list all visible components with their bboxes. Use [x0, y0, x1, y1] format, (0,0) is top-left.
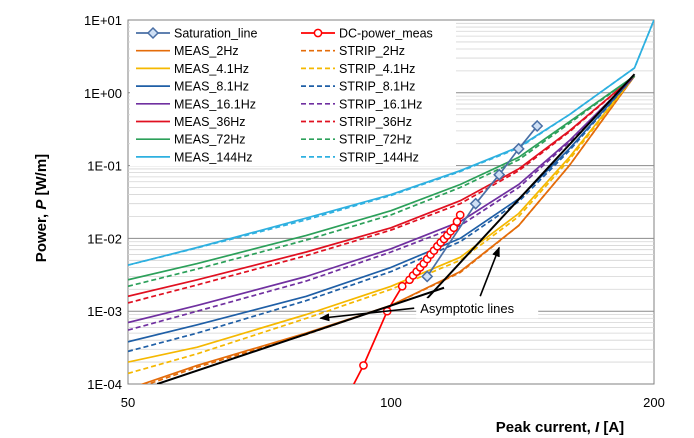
legend-entry-saturation-line: Saturation_line — [136, 27, 257, 41]
series-strip-2hz — [145, 75, 636, 384]
legend-entry-meas-144hz: MEAS_144Hz — [136, 150, 253, 164]
data-point — [313, 28, 323, 38]
series-line — [128, 75, 635, 288]
data-point — [455, 210, 465, 220]
x-tick-label: 100 — [380, 395, 402, 410]
legend-label: STRIP_36Hz — [339, 115, 412, 129]
data-point — [146, 26, 160, 40]
data-point — [512, 142, 525, 155]
series-strip-144hz — [128, 20, 654, 266]
legend-label: STRIP_144Hz — [339, 150, 419, 164]
legend-entry-strip-8-1hz: STRIP_8.1Hz — [301, 80, 415, 94]
series-line — [128, 75, 636, 324]
series-strip-36hz — [128, 75, 636, 304]
data-point — [421, 270, 434, 283]
series-strip-16-1hz — [128, 75, 636, 331]
legend-label: MEAS_8.1Hz — [174, 80, 249, 94]
legend-entry-meas-72hz: MEAS_72Hz — [136, 133, 246, 147]
legend-label: Saturation_line — [174, 27, 257, 41]
series-line — [128, 75, 635, 281]
y-tick-label: 1E+01 — [84, 13, 122, 28]
y-tick-label: 1E+00 — [84, 86, 122, 101]
legend-entry-meas-16-1hz: MEAS_16.1Hz — [136, 97, 256, 111]
series-line — [128, 75, 636, 343]
series-line — [128, 75, 636, 298]
annotation-arrow — [319, 307, 415, 322]
x-axis-ticks: 50 100 200 — [121, 395, 665, 410]
legend-label: STRIP_2Hz — [339, 44, 405, 58]
legend-label: MEAS_2Hz — [174, 44, 239, 58]
y-tick-label: 1E-03 — [87, 304, 122, 319]
y-tick-label: 1E-02 — [87, 231, 122, 246]
legend-label: MEAS_72Hz — [174, 133, 246, 147]
series-meas-16-1hz — [128, 75, 636, 324]
legend-entry-strip-4-1hz: STRIP_4.1Hz — [301, 62, 415, 76]
legend-label: MEAS_36Hz — [174, 115, 246, 129]
legend-label: MEAS_16.1Hz — [174, 97, 256, 111]
series-line — [145, 75, 636, 384]
legend-entry-dc-power-meas: DC-power_meas — [301, 27, 433, 41]
data-point — [339, 402, 346, 409]
annotation-label: Asymptotic lines — [420, 301, 514, 316]
series-line — [128, 75, 636, 363]
y-axis-title: Power, P [W/m] — [33, 154, 50, 262]
series-meas-36hz — [128, 75, 636, 298]
annotation-arrow — [479, 246, 500, 297]
legend-entry-strip-36hz: STRIP_36Hz — [301, 115, 412, 129]
legend-entry-strip-144hz: STRIP_144Hz — [301, 150, 419, 164]
series-strip-72hz — [128, 75, 635, 288]
series-line — [128, 75, 636, 304]
legend-entry-meas-4-1hz: MEAS_4.1Hz — [136, 62, 249, 76]
series-meas-8-1hz — [128, 75, 636, 343]
y-tick-label: 1E-01 — [87, 159, 122, 174]
x-tick-label: 50 — [121, 395, 135, 410]
data-point — [452, 217, 462, 226]
asymptote-line — [426, 73, 636, 300]
x-tick-label: 200 — [643, 395, 665, 410]
asymptote-annotation: Asymptotic lines — [319, 246, 539, 322]
legend-label: MEAS_144Hz — [174, 150, 253, 164]
legend-entry-meas-2hz: MEAS_2Hz — [136, 44, 239, 58]
data-point — [359, 361, 368, 370]
series-lines — [128, 20, 654, 409]
data-point — [493, 168, 506, 181]
series-saturation-line — [421, 119, 544, 283]
legend-entry-strip-16-1hz: STRIP_16.1Hz — [301, 97, 422, 111]
asymptote-line — [156, 286, 445, 384]
legend-label: STRIP_16.1Hz — [339, 97, 422, 111]
asymptotic-lines — [156, 73, 636, 384]
legend-entry-meas-36hz: MEAS_36Hz — [136, 115, 246, 129]
data-point — [469, 197, 482, 210]
series-meas-4-1hz — [128, 75, 636, 363]
legend-label: DC-power_meas — [339, 27, 433, 41]
legend-box — [130, 22, 456, 166]
series-line — [128, 20, 654, 266]
annotation-box — [416, 298, 539, 319]
series-line — [128, 75, 636, 331]
legend: Saturation_line MEAS_2Hz MEAS_4.1Hz MEAS_8.… — [130, 22, 456, 166]
legend-entry-strip-72hz: STRIP_72Hz — [301, 133, 412, 147]
series-dc-power-meas — [339, 210, 465, 409]
series-meas-72hz — [128, 75, 635, 281]
legend-label: STRIP_4.1Hz — [339, 62, 415, 76]
x-axis-title: Peak current, I [A] — [496, 419, 624, 436]
legend-entry-strip-2hz: STRIP_2Hz — [301, 44, 405, 58]
data-point — [397, 281, 407, 291]
legend-label: MEAS_4.1Hz — [174, 62, 249, 76]
data-point — [531, 119, 544, 133]
legend-label: STRIP_72Hz — [339, 133, 412, 147]
y-tick-label: 1E-04 — [87, 377, 122, 392]
legend-entry-meas-8-1hz: MEAS_8.1Hz — [136, 80, 249, 94]
y-axis-ticks: 1E-04 1E-03 1E-02 1E-01 1E+00 1E+01 — [84, 13, 122, 392]
legend-label: STRIP_8.1Hz — [339, 80, 415, 94]
